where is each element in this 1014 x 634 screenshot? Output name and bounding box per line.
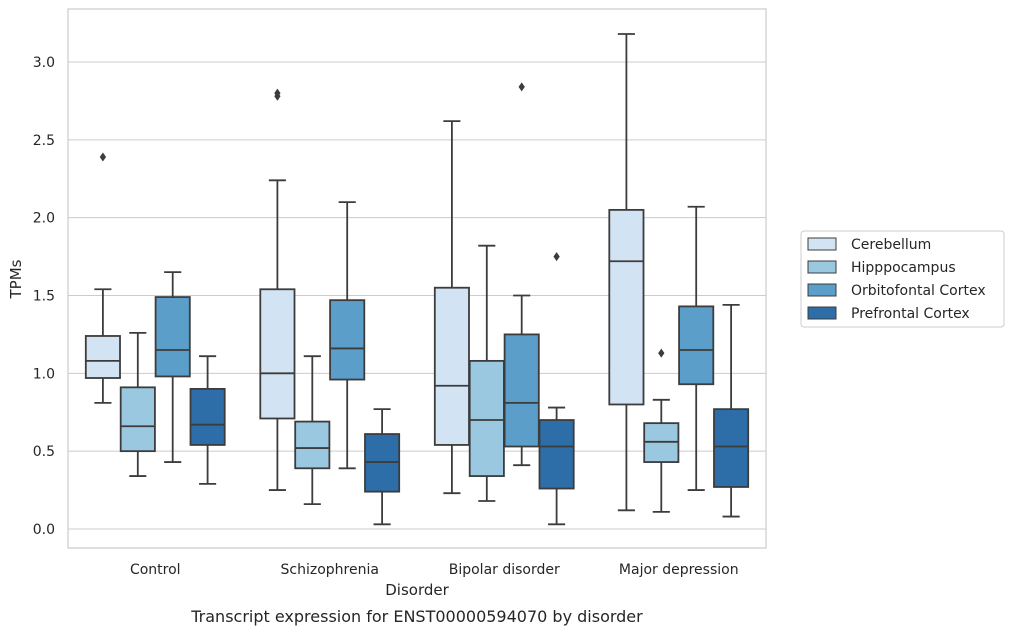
box-iqr: [294, 420, 331, 470]
outlier-point: [274, 88, 281, 98]
box-plots: [84, 33, 750, 526]
box-orbitofontal-cortex: [329, 201, 366, 470]
chart-caption: Transcript expression for ENST0000059407…: [190, 607, 643, 626]
box-hipppocampus: [119, 331, 156, 477]
box-prefrontal-cortex: [189, 355, 226, 485]
legend-item: Hipppocampus: [807, 260, 956, 276]
box-iqr: [259, 288, 296, 420]
box-iqr: [433, 286, 470, 446]
legend-swatch: [807, 237, 837, 251]
box-hipppocampus: [643, 348, 680, 513]
legend-item: Cerebellum: [807, 237, 931, 253]
outlier-point: [658, 348, 665, 358]
legend-swatch: [807, 260, 837, 274]
outlier-point: [518, 82, 525, 92]
plot-area: [67, 8, 767, 549]
box-iqr: [189, 387, 226, 446]
x-tick-label: Bipolar disorder: [449, 562, 560, 578]
legend-item: Orbitofontal Cortex: [807, 283, 986, 299]
y-tick-label: 1.5: [33, 289, 55, 305]
box-iqr: [468, 359, 505, 477]
y-tick-label: 0.0: [33, 522, 55, 538]
box-iqr: [538, 419, 575, 490]
legend-label: Prefrontal Cortex: [851, 306, 970, 322]
y-tick-label: 2.5: [33, 133, 55, 149]
x-tick-label: Control: [130, 562, 181, 578]
x-tick-label: Major depression: [619, 562, 739, 578]
outlier-point: [99, 152, 107, 162]
y-axis-title: TPMs: [7, 259, 25, 299]
legend-swatch: [807, 306, 837, 320]
x-axis-title: Disorder: [385, 581, 449, 599]
y-tick-label: 3.0: [33, 55, 55, 71]
legend-items: Cerebellum Hipppocampus Orbitofontal Corte…: [807, 237, 986, 322]
box-iqr: [84, 335, 121, 379]
box-cerebellum: [433, 120, 470, 495]
legend: Cerebellum Hipppocampus Orbitofontal Corte…: [800, 230, 1005, 328]
box-orbitofontal-cortex: [154, 271, 191, 463]
box-iqr: [503, 333, 540, 448]
legend-frame: [800, 230, 1005, 328]
box-iqr: [608, 208, 645, 406]
box-cerebellum: [259, 88, 296, 491]
x-tick-label: Schizophrenia: [281, 562, 379, 578]
legend-label: Orbitofontal Cortex: [851, 283, 986, 299]
box-iqr: [713, 408, 750, 488]
box-orbitofontal-cortex: [503, 82, 540, 467]
legend-item: Prefrontal Cortex: [807, 306, 970, 322]
box-prefrontal-cortex: [364, 408, 401, 526]
box-iqr: [329, 299, 366, 381]
box-iqr: [678, 305, 715, 386]
outlier-point: [553, 252, 560, 262]
box-iqr: [119, 386, 156, 453]
box-prefrontal-cortex: [538, 252, 575, 526]
box-cerebellum: [608, 33, 645, 512]
legend-label: Cerebellum: [851, 237, 931, 253]
box-prefrontal-cortex: [713, 303, 750, 518]
x-tick-labels: Control Schizophrenia Bipolar disorder Majo…: [130, 562, 739, 578]
box-cerebellum: [84, 152, 121, 404]
y-tick-label: 1.0: [33, 366, 55, 382]
box-orbitofontal-cortex: [678, 205, 715, 491]
y-tick-label: 2.0: [33, 211, 55, 227]
box-hipppocampus: [294, 355, 331, 505]
box-iqr: [154, 296, 191, 378]
y-tick-label: 0.5: [33, 444, 55, 460]
box-hipppocampus: [468, 244, 505, 502]
legend-swatch: [807, 283, 837, 297]
legend-label: Hipppocampus: [851, 260, 956, 276]
y-tick-labels: 0.0 0.5 1.0 1.5 2.0 2.5 3.0: [33, 55, 55, 538]
